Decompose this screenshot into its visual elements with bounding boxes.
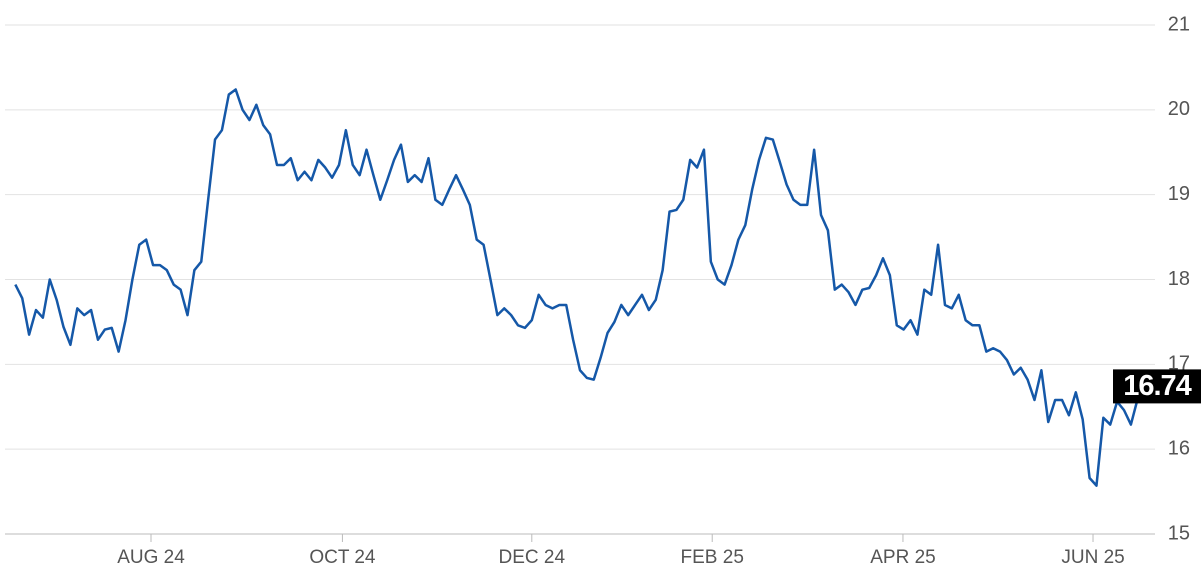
x-tick-label: AUG 24 — [117, 547, 185, 568]
x-tick-label: FEB 25 — [681, 547, 744, 568]
x-tick-label: JUN 25 — [1061, 547, 1124, 568]
y-tick-label: 16 — [1168, 437, 1190, 459]
y-tick-label: 17 — [1168, 353, 1190, 375]
y-tick-label: 15 — [1168, 522, 1190, 544]
y-tick-label: 19 — [1168, 183, 1190, 205]
x-tick-label: APR 25 — [870, 547, 935, 568]
y-tick-label: 18 — [1168, 268, 1190, 290]
price-line — [14, 88, 1146, 487]
x-tick-label: OCT 24 — [309, 547, 376, 568]
y-tick-label: 20 — [1168, 98, 1190, 120]
last-value-badge — [1113, 369, 1201, 404]
x-tick-label: DEC 24 — [499, 547, 566, 568]
last-value-label: 16.74 — [1123, 370, 1191, 402]
y-tick-label: 21 — [1168, 13, 1190, 35]
